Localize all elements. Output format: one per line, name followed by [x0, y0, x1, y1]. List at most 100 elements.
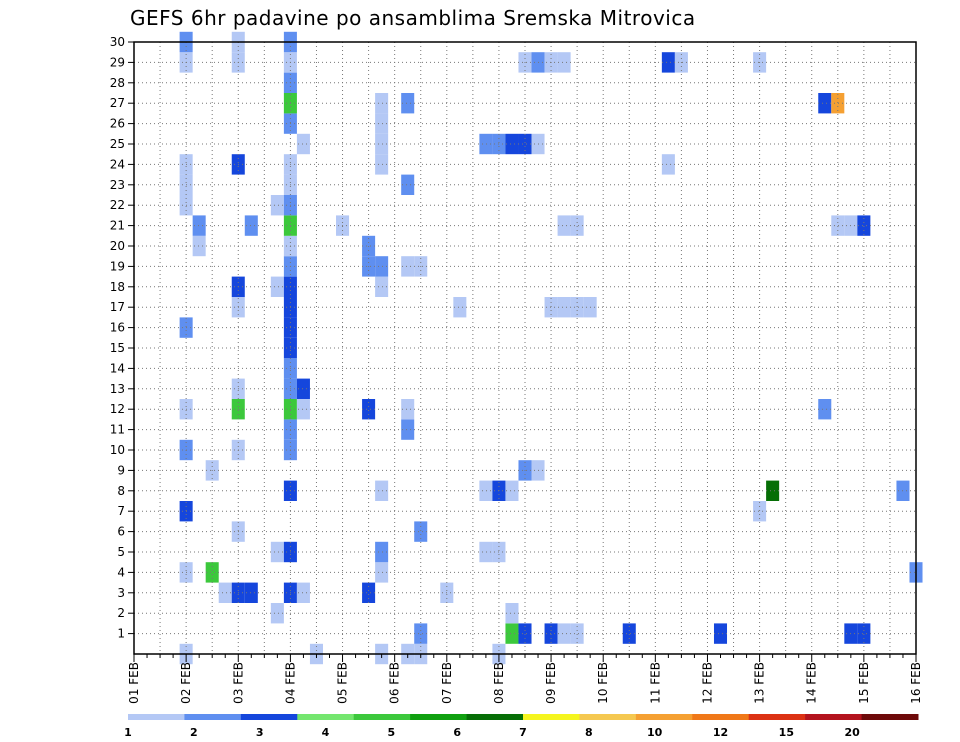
y-tick-label-20: 20: [110, 239, 125, 253]
x-tick-label-12: 13 FEB: [753, 662, 767, 704]
colorbar-segment-6: [466, 714, 524, 720]
y-tick-label-6: 6: [117, 525, 125, 539]
y-tick-label-28: 28: [110, 76, 125, 90]
colorbar-segment-13: [861, 714, 919, 720]
cell-90: [557, 215, 571, 236]
cell-29: [270, 541, 284, 563]
cell-52: [401, 419, 415, 440]
cell-77: [375, 276, 389, 297]
colorbar: 1 2 3 4 5 6 7 8 10 12 15 20: [124, 714, 919, 739]
colorbar-label-6: 6: [453, 726, 461, 739]
x-tick-label-9: 10 FEB: [596, 662, 610, 704]
x-tick-label-7: 08 FEB: [492, 662, 506, 704]
heatmap-cells: [179, 31, 923, 665]
y-tick-label-1: 1: [117, 627, 125, 641]
cell-70: [544, 297, 558, 318]
colorbar-segment-0: [128, 714, 185, 720]
cell-111: [518, 133, 532, 155]
cell-23: [362, 582, 376, 603]
cell-22: [296, 582, 310, 603]
x-tick-label-6: 07 FEB: [440, 662, 454, 704]
y-tick-label-26: 26: [110, 117, 125, 131]
colorbar-label-20: 20: [845, 726, 861, 739]
y-tick-label-4: 4: [117, 565, 125, 579]
y-tick-label-12: 12: [110, 402, 125, 416]
cell-92: [831, 215, 845, 236]
cell-7: [505, 623, 519, 644]
x-tick-label-3: 04 FEB: [283, 662, 297, 704]
y-tick-label-21: 21: [110, 219, 125, 233]
cell-11: [570, 623, 584, 644]
colorbar-label-4: 4: [322, 726, 330, 739]
cell-16: [270, 603, 284, 624]
x-tick-label-0: 01 FEB: [127, 662, 141, 704]
cell-56: [296, 399, 310, 420]
cell-13: [713, 623, 728, 644]
x-tick-label-1: 02 FEB: [179, 662, 193, 704]
y-tick-label-14: 14: [110, 361, 125, 375]
cell-18: [218, 582, 232, 603]
x-tick-label-8: 09 FEB: [544, 662, 558, 704]
cell-107: [375, 133, 389, 155]
cell-35: [414, 521, 428, 542]
y-tick-label-3: 3: [117, 586, 125, 600]
cell-117: [401, 93, 415, 114]
colorbar-label-5: 5: [388, 726, 396, 739]
cell-32: [479, 541, 493, 563]
cell-81: [401, 256, 415, 277]
cell-15: [857, 623, 871, 644]
cell-108: [479, 133, 493, 155]
cell-31: [375, 541, 389, 563]
cell-75: [270, 276, 284, 297]
y-tick-label-27: 27: [110, 96, 125, 110]
cell-40: [479, 480, 493, 501]
colorbar-label-3: 3: [256, 726, 264, 739]
x-tick-label-14: 15 FEB: [857, 662, 871, 704]
y-tick-label-19: 19: [110, 259, 125, 273]
cell-71: [557, 297, 571, 318]
cell-10: [557, 623, 571, 644]
cell-57: [362, 399, 376, 420]
y-tick-label-5: 5: [117, 545, 125, 559]
colorbar-label-1: 1: [124, 726, 132, 739]
colorbar-segment-8: [579, 714, 637, 720]
colorbar-segment-5: [410, 714, 468, 720]
y-tick-label-2: 2: [117, 606, 125, 620]
cell-94: [857, 215, 871, 236]
cell-37: [753, 501, 767, 522]
cell-86: [192, 215, 206, 236]
x-tick-label-13: 14 FEB: [805, 662, 819, 704]
colorbar-segment-3: [297, 714, 355, 720]
cell-26: [205, 562, 219, 583]
colorbar-segment-4: [353, 714, 411, 720]
cell-6: [414, 623, 428, 644]
colorbar-label-12: 12: [713, 726, 728, 739]
cell-8: [518, 623, 532, 644]
chart-title: GEFS 6hr padavine po ansamblima Sremska …: [130, 6, 696, 30]
cell-119: [831, 93, 845, 114]
y-tick-label-18: 18: [110, 280, 125, 294]
x-tick-label-4: 05 FEB: [336, 662, 350, 704]
colorbar-segment-2: [240, 714, 298, 720]
colorbar-label-10: 10: [647, 726, 663, 739]
cell-80: [375, 256, 389, 277]
cell-69: [453, 297, 467, 318]
cell-20: [244, 582, 258, 603]
x-tick-label-2: 03 FEB: [231, 662, 245, 704]
colorbar-segment-11: [748, 714, 806, 720]
cell-100: [401, 174, 415, 195]
cell-58: [401, 399, 415, 420]
cell-105: [661, 154, 675, 175]
cell-118: [818, 93, 832, 114]
colorbar-label-15: 15: [779, 726, 794, 739]
colorbar-label-7: 7: [519, 726, 527, 739]
colorbar-segment-12: [805, 714, 863, 720]
cell-62: [296, 378, 310, 399]
cell-106: [296, 133, 310, 155]
cell-96: [270, 195, 284, 216]
x-tick-label-10: 11 FEB: [648, 662, 662, 704]
x-tick-label-15: 16 FEB: [909, 662, 923, 704]
cell-72: [570, 297, 584, 318]
y-tick-label-7: 7: [117, 504, 125, 518]
cell-83: [192, 235, 206, 257]
